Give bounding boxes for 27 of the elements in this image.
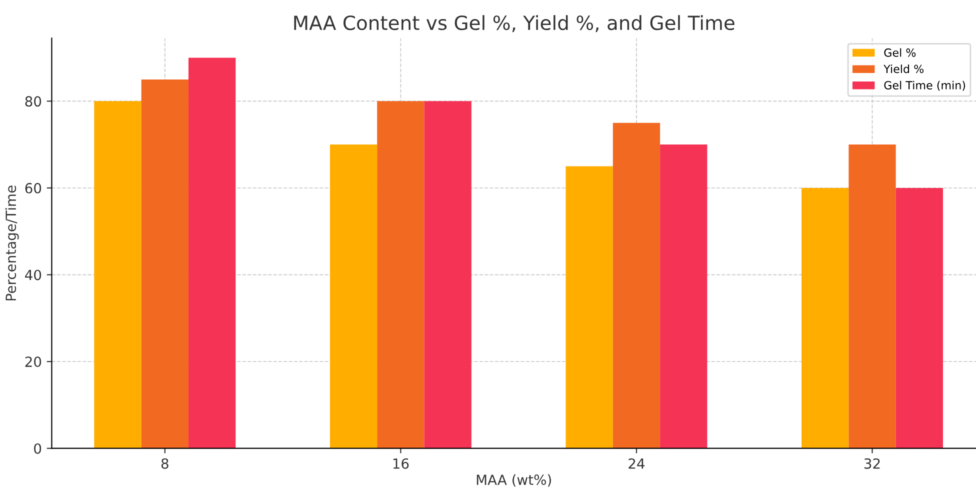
legend-label: Gel Time (min) xyxy=(884,80,966,91)
bar xyxy=(424,101,472,448)
bar xyxy=(802,188,849,448)
y-tick-label: 40 xyxy=(25,270,42,280)
y-tick-label: 80 xyxy=(25,96,42,107)
bar xyxy=(612,122,660,448)
x-tick-label: 32 xyxy=(864,458,880,469)
chart-title: MAA Content vs Gel %, Yield %, and Gel Time xyxy=(294,15,734,32)
y-tick-label: 20 xyxy=(25,356,42,368)
bar xyxy=(141,79,188,448)
y-tick-label: 0 xyxy=(34,443,42,454)
bar xyxy=(330,144,378,448)
x-tick-label: 24 xyxy=(628,458,645,469)
legend-label: Yield % xyxy=(884,64,924,74)
legend-label: Gel % xyxy=(884,48,916,57)
bar xyxy=(94,101,142,448)
x-axis-title: MAA (wt%) xyxy=(476,474,551,487)
bar xyxy=(377,101,424,448)
y-tick-label: 60 xyxy=(25,182,42,194)
bar xyxy=(188,58,236,448)
y-axis-title: Percentage/Time xyxy=(5,186,19,300)
x-tick-label: 16 xyxy=(393,458,409,469)
bar xyxy=(896,188,943,448)
bar xyxy=(848,144,896,448)
x-tick-label: 8 xyxy=(161,458,168,469)
bar xyxy=(660,144,708,448)
bar xyxy=(566,166,613,448)
